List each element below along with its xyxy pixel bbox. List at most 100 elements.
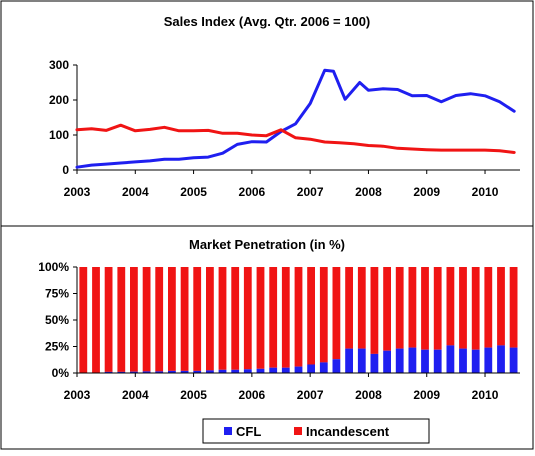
cfl-bar (193, 370, 202, 373)
incandescent-bar (357, 267, 366, 349)
incandescent-bar (256, 267, 265, 369)
incandescent-bar (383, 267, 391, 351)
cfl-bar (421, 349, 429, 373)
incandescent-bar (319, 267, 328, 363)
sales-index-lines (75, 68, 516, 169)
legend-cfl-label: CFL (236, 424, 261, 439)
cfl-bar (206, 370, 214, 373)
incandescent-bar (193, 267, 202, 371)
cfl-bar (104, 371, 113, 373)
incandescent-bar (269, 267, 278, 368)
sales-index-x-tick-label: 2006 (239, 185, 266, 199)
market-penetration-x-tick-label: 2007 (297, 388, 324, 402)
cfl-bar (497, 345, 505, 373)
incandescent-bar (408, 267, 417, 348)
cfl-bar (345, 348, 353, 373)
market-penetration-x-tick-label: 2006 (239, 388, 266, 402)
legend: CFL Incandescent (202, 418, 430, 444)
incandescent-bar (497, 267, 505, 346)
market-penetration-x-tick-label: 2009 (413, 388, 440, 402)
sales-index-y-tick-label: 300 (49, 58, 69, 72)
incandescent-bar (307, 267, 315, 365)
sales-index-y-tick-label: 200 (49, 93, 69, 107)
sales-index-x-tick-labels: 2003 2004 2005 2006 2007 2008 2009 2010 (64, 185, 499, 199)
cfl-bar (357, 348, 366, 373)
cfl-bar (218, 369, 227, 373)
cfl-bar (180, 370, 189, 373)
legend-incandescent-swatch (294, 427, 302, 435)
incandescent-bar (155, 267, 164, 372)
incandescent-bar (243, 267, 252, 370)
market-penetration-bars (79, 267, 518, 373)
cfl-bar (281, 367, 290, 373)
incandescent-bar (206, 267, 214, 371)
cfl-bar (383, 350, 391, 373)
sales-index-title: Sales Index (Avg. Qtr. 2006 = 100) (164, 14, 371, 29)
incandescent-bar (180, 267, 189, 371)
sales-index-x-tick-label: 2007 (297, 185, 324, 199)
sales-index-axes (73, 64, 520, 174)
incandescent-bar (142, 267, 151, 372)
sales-index-y-tick-label: 0 (62, 163, 69, 177)
market-penetration-title: Market Penetration (in %) (189, 237, 345, 252)
sales-index-y-tick-labels: 0 100 200 300 (49, 58, 69, 177)
cfl-bar (155, 371, 164, 373)
cfl-bar (130, 371, 138, 373)
incandescent-bar (130, 267, 138, 372)
market-penetration-x-tick-labels: 2003 2004 2005 2006 2007 2008 2009 2010 (64, 388, 499, 402)
cfl-bar (319, 362, 328, 373)
market-penetration-x-tick-label: 2005 (180, 388, 207, 402)
market-penetration-y-tick-labels: 0% 25% 50% 75% 100% (38, 260, 69, 380)
cfl-bar (256, 368, 265, 373)
incandescent-bar (231, 267, 240, 370)
cfl-bar (243, 369, 252, 373)
sales-index-x-tick-label: 2009 (413, 185, 440, 199)
sales-index-y-tick-label: 100 (49, 128, 69, 142)
incandescent-bar (92, 267, 100, 373)
legend-box (202, 418, 430, 444)
legend-cfl-swatch (224, 427, 232, 435)
cfl-bar (294, 366, 303, 373)
market-penetration-y-tick-label: 50% (45, 313, 69, 327)
market-penetration-axes (73, 266, 520, 377)
incandescent-bar (332, 267, 341, 360)
market-penetration-y-tick-label: 75% (45, 287, 69, 301)
incandescent-bar (281, 267, 290, 368)
sales-index-x-tick-label: 2010 (472, 185, 499, 199)
cfl-bar (446, 345, 455, 373)
incandescent-bar (433, 267, 442, 350)
incandescent-bar (471, 267, 480, 350)
market-penetration-y-tick-label: 0% (52, 366, 70, 380)
market-penetration-y-tick-label: 100% (38, 260, 69, 274)
cfl-bar (484, 347, 493, 373)
incandescent-bar (421, 267, 429, 350)
incandescent-sales-line (75, 123, 516, 154)
incandescent-bar (79, 267, 88, 373)
cfl-bar (332, 359, 341, 373)
sales-index-x-tick-label: 2003 (64, 185, 91, 199)
incandescent-bar (446, 267, 455, 346)
sales-index-x-tick-label: 2005 (180, 185, 207, 199)
incandescent-bar (484, 267, 493, 348)
incandescent-bar (509, 267, 518, 348)
incandescent-bar (117, 267, 126, 372)
incandescent-bar (104, 267, 113, 372)
cfl-bar (433, 349, 442, 373)
cfl-bar (142, 371, 151, 373)
market-penetration-x-tick-label: 2010 (472, 388, 499, 402)
incandescent-bar (294, 267, 303, 367)
cfl-bar (168, 370, 176, 373)
incandescent-bar (459, 267, 467, 349)
market-penetration-x-tick-label: 2003 (64, 388, 91, 402)
cfl-bar (459, 348, 467, 373)
cfl-bar (307, 364, 315, 373)
cfl-sales-line (75, 68, 516, 169)
incandescent-bar (395, 267, 404, 349)
cfl-bar (471, 349, 480, 373)
cfl-bar (408, 347, 417, 373)
sales-index-x-tick-label: 2004 (122, 185, 149, 199)
market-penetration-x-tick-label: 2008 (355, 388, 382, 402)
cfl-bar (117, 371, 126, 373)
